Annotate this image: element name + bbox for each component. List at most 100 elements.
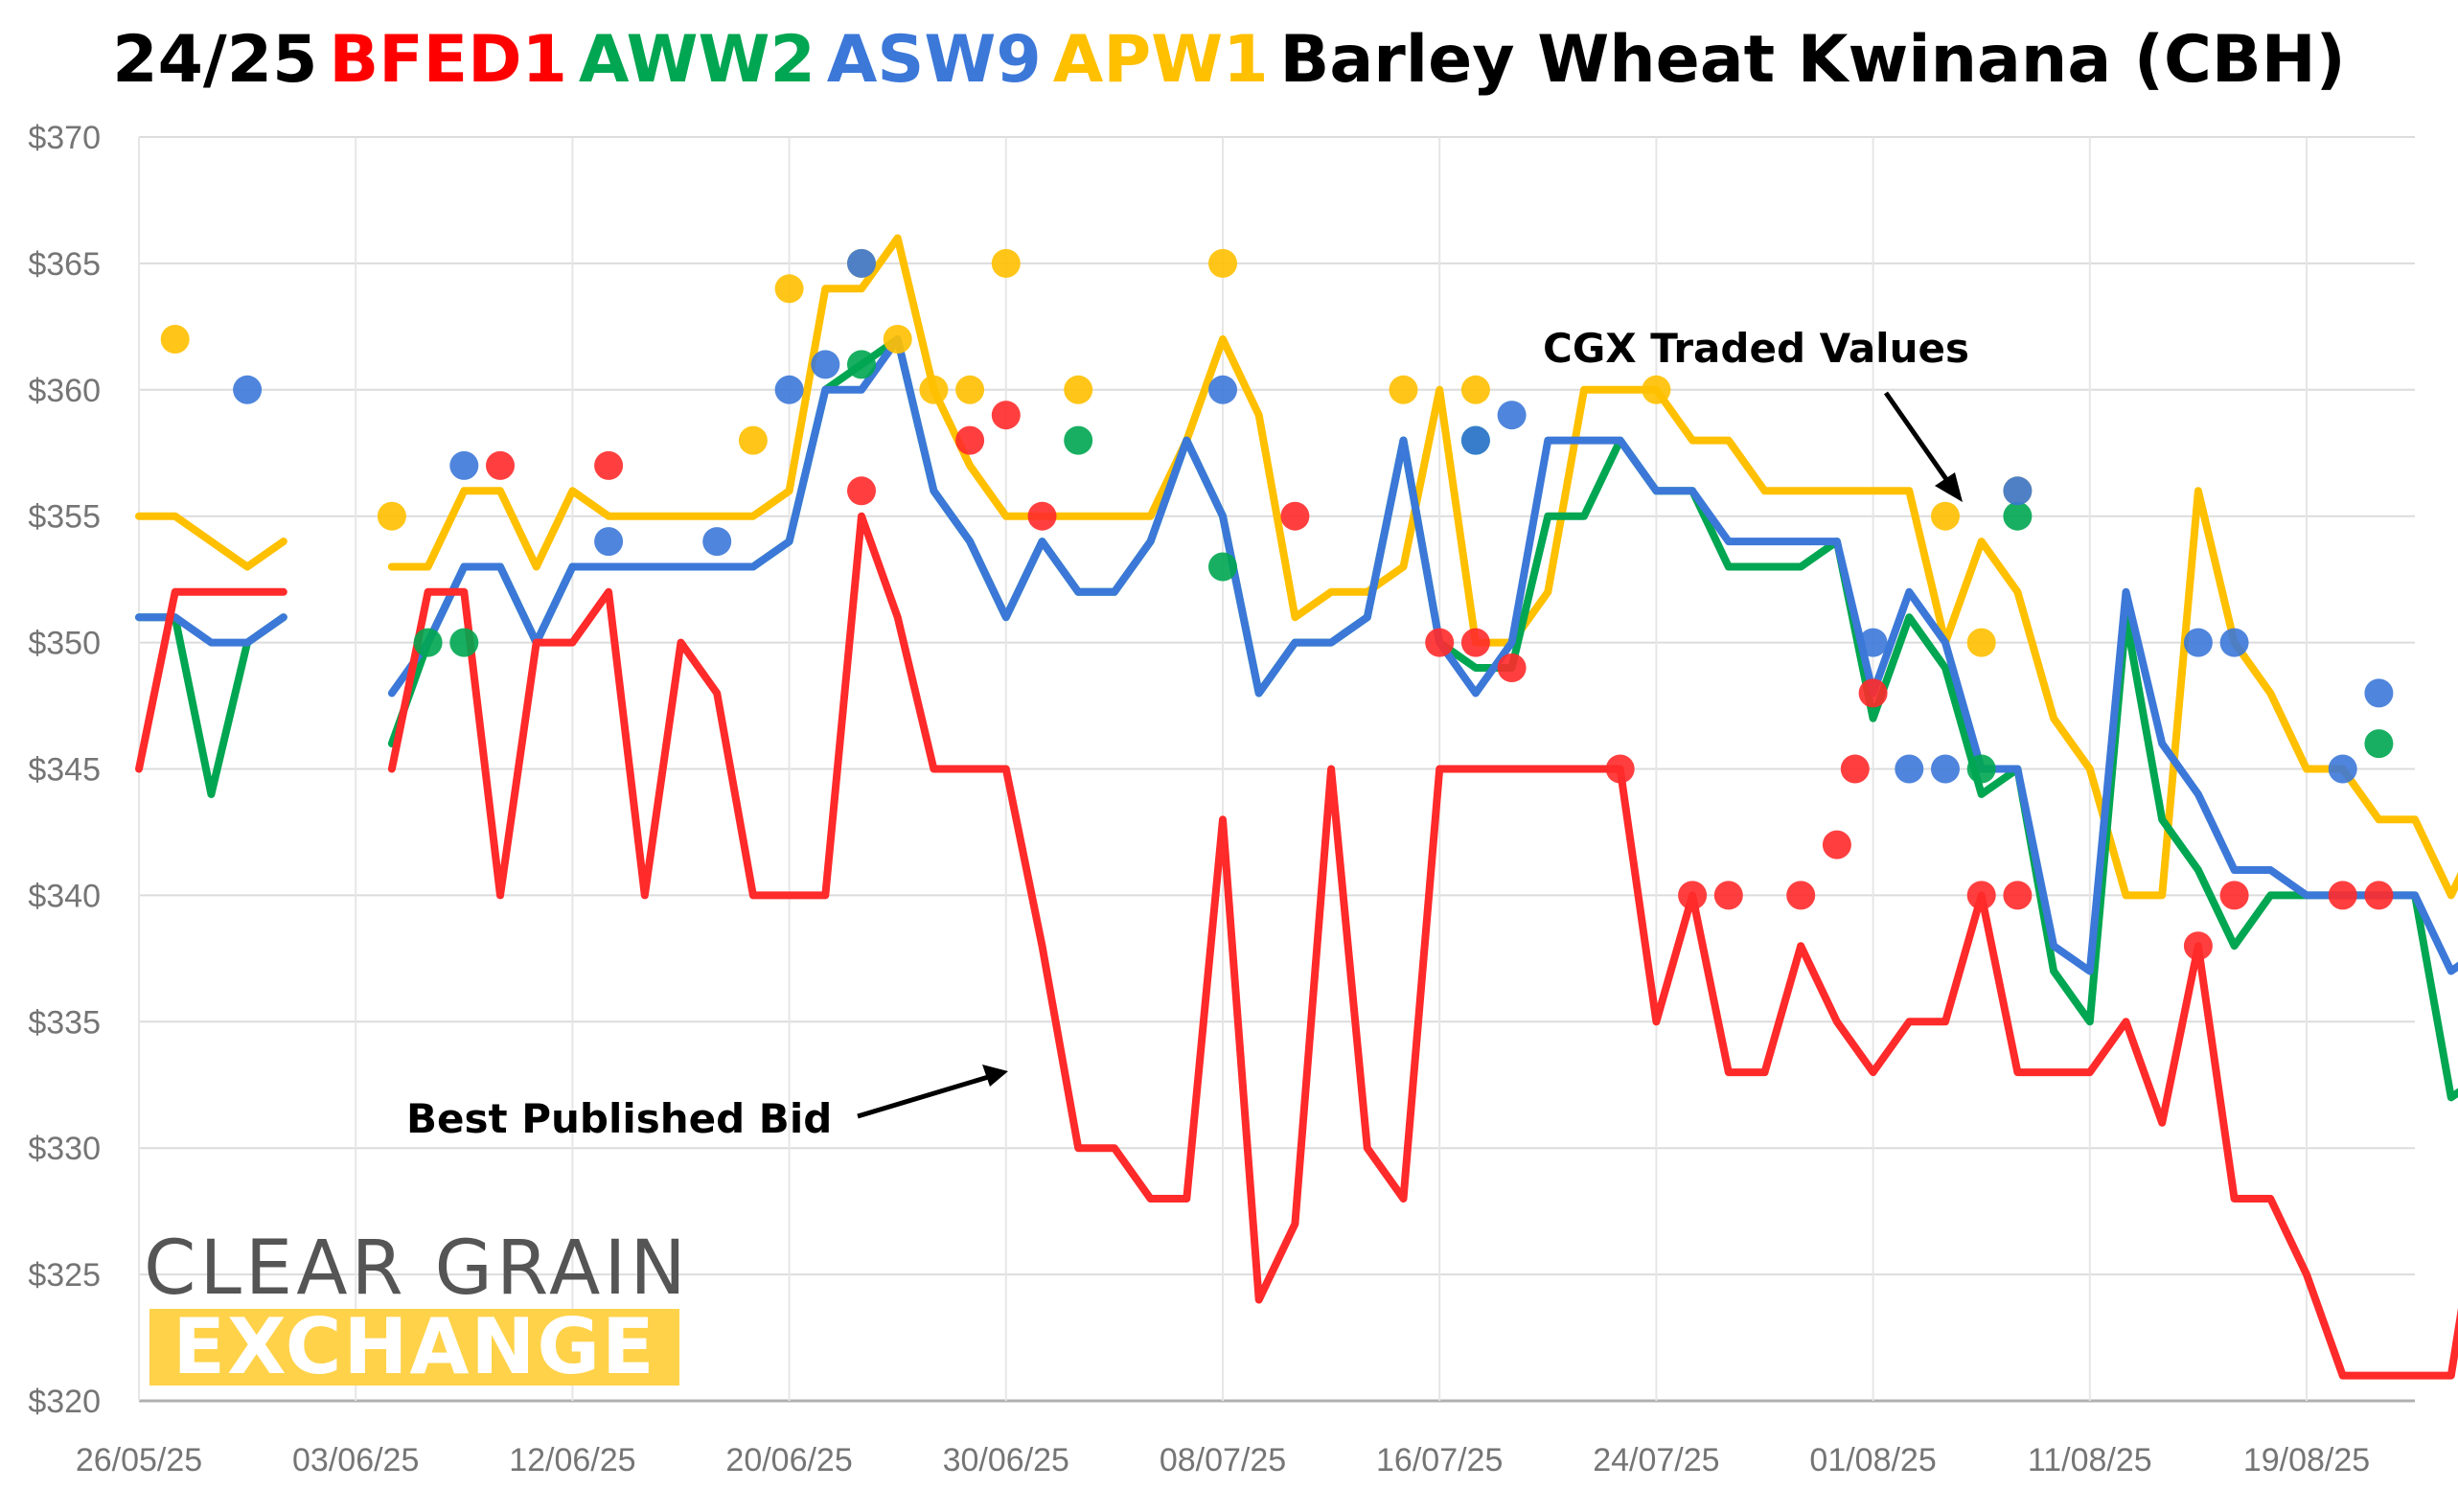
title-suffix: Barley Wheat Kwinana (CBH) (1279, 22, 2346, 98)
traded-point (160, 325, 190, 354)
series-line-2 (135, 335, 2458, 975)
y-tick-label: $370 (28, 120, 101, 156)
traded-point (2328, 754, 2357, 784)
logo-exchange: EXCHANGE (149, 1309, 679, 1386)
chart-title: 24/25 BFED1 AWW2 ASW9 APW1 Barley Wheat Kwina… (0, 21, 2458, 100)
x-tick-label: 12/06/25 (509, 1442, 635, 1478)
traded-point (413, 628, 443, 657)
annotation-best-published-bid: Best Published Bid (406, 1095, 832, 1142)
traded-point (1858, 678, 1888, 708)
traded-point (919, 375, 949, 404)
traded-point (2003, 476, 2033, 506)
gridlines (138, 136, 2415, 1403)
y-tick-label: $365 (28, 246, 101, 283)
traded-point (1931, 501, 1960, 531)
x-tick-label: 20/06/25 (725, 1442, 852, 1478)
title-grade-aww2: AWW2 (578, 22, 816, 98)
annotation-cgx-traded-values: CGX Traded Values (1543, 325, 1969, 372)
annotation-arrowhead-bid (982, 1065, 1008, 1087)
traded-point (1966, 881, 1996, 910)
traded-point (377, 501, 406, 531)
title-grade-apw1: APW1 (1052, 22, 1269, 98)
traded-point (1460, 628, 1490, 657)
traded-point (2364, 729, 2394, 759)
annotations: CGX Traded Values Best Published Bid (406, 325, 1969, 1142)
traded-point (1786, 881, 1816, 910)
traded-point (991, 401, 1021, 430)
title-prefix: 24/25 (112, 22, 318, 98)
traded-point (955, 425, 985, 455)
traded-point (1678, 881, 1708, 910)
title-grade-asw9: ASW9 (826, 22, 1042, 98)
y-axis: $320 $325 $330 $335 $340 $345 $350 $355 $360 $365… (28, 120, 101, 1420)
traded-point (847, 248, 876, 278)
traded-point (1966, 628, 1996, 657)
traded-point (955, 375, 985, 404)
traded-point (2364, 678, 2394, 708)
logo-clear-grain: CLEAR GRAIN (144, 1226, 690, 1312)
traded-point (2183, 931, 2213, 961)
traded-point (2183, 628, 2213, 657)
traded-point (1605, 754, 1635, 784)
traded-point (847, 476, 876, 506)
traded-point (1027, 501, 1057, 531)
traded-point (883, 325, 912, 354)
x-tick-label: 11/08/25 (2028, 1442, 2152, 1478)
y-tick-label: $355 (28, 499, 101, 536)
y-tick-label: $360 (28, 373, 101, 409)
y-tick-label: $335 (28, 1004, 101, 1041)
traded-point (1931, 754, 1960, 784)
traded-point (1208, 248, 1237, 278)
annotation-arrowhead-cgx (1935, 472, 1963, 502)
x-tick-label: 16/07/25 (1376, 1442, 1503, 1478)
traded-point (1389, 375, 1418, 404)
traded-point (449, 450, 479, 480)
traded-point (847, 350, 876, 379)
traded-point (1822, 830, 1851, 859)
y-tick-label: $330 (28, 1131, 101, 1167)
traded-point (2219, 881, 2249, 910)
traded-points (160, 248, 2394, 961)
traded-point (1858, 628, 1888, 657)
traded-point (2364, 881, 2394, 910)
traded-point (1497, 401, 1527, 430)
y-tick-label: $345 (28, 752, 101, 789)
y-tick-label: $320 (28, 1384, 101, 1420)
x-tick-label: 19/08/25 (2243, 1442, 2370, 1478)
x-tick-label: 26/05/25 (76, 1442, 202, 1478)
y-tick-label: $350 (28, 626, 101, 662)
annotation-arrow-bid (857, 1072, 996, 1119)
y-tick-label: $340 (28, 878, 101, 914)
traded-point (2328, 881, 2357, 910)
traded-point (1425, 628, 1455, 657)
traded-point (1064, 425, 1093, 455)
traded-point (738, 425, 768, 455)
traded-point (1713, 881, 1743, 910)
x-tick-label: 03/06/25 (292, 1442, 419, 1478)
traded-point (2003, 501, 2033, 531)
traded-point (1966, 754, 1996, 784)
traded-point (1064, 375, 1093, 404)
traded-point (1642, 375, 1671, 404)
traded-point (1497, 653, 1527, 682)
traded-point (1208, 375, 1237, 404)
traded-point (774, 274, 804, 304)
series-line-3 (135, 512, 2458, 1380)
x-tick-label: 08/07/25 (1160, 1442, 1286, 1478)
traded-point (702, 527, 732, 557)
traded-point (594, 450, 624, 480)
x-tick-label: 01/08/25 (1809, 1442, 1936, 1478)
traded-point (991, 248, 1021, 278)
traded-point (1895, 754, 1924, 784)
x-tick-label: 24/07/25 (1593, 1442, 1719, 1478)
traded-point (1840, 754, 1870, 784)
traded-point (774, 375, 804, 404)
traded-point (1280, 501, 1310, 531)
x-axis: 26/05/25 03/06/25 12/06/25 20/06/25 30/06/25… (76, 1442, 2370, 1478)
traded-point (1208, 552, 1237, 582)
traded-point (2003, 881, 2033, 910)
title-grade-bfed1: BFED1 (329, 22, 567, 98)
x-tick-label: 30/06/25 (943, 1442, 1069, 1478)
annotation-arrow-cgx (1883, 391, 1958, 493)
